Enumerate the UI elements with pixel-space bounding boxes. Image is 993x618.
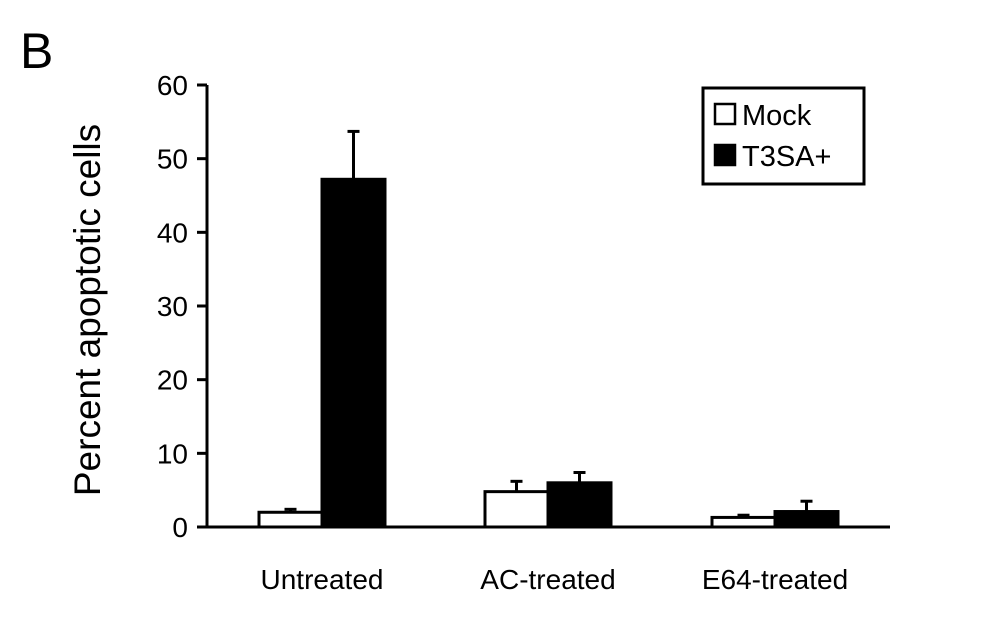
bar-t3sa-e64-treated: [773, 510, 840, 529]
legend-label: Mock: [742, 100, 812, 132]
bar-mock-ac-treated: [483, 490, 550, 529]
bar-mock-e64-treated: [710, 515, 777, 529]
category-label: E64-treated: [702, 564, 848, 595]
legend-label: T3SA+: [742, 141, 831, 173]
panel-letter: B: [20, 23, 53, 79]
bar-mock-untreated: [257, 510, 324, 529]
bar-t3sa-untreated: [320, 177, 387, 529]
bar-t3sa-ac-treated: [546, 481, 613, 529]
y-tick-label: 50: [157, 144, 188, 175]
y-tick-label: 0: [172, 512, 188, 543]
legend-swatch: [713, 143, 737, 167]
legend: Mock T3SA+: [701, 86, 866, 186]
bars: Untreated AC-treated E64-treated: [257, 129, 848, 595]
legend-swatch: [713, 102, 737, 126]
y-tick-label: 40: [157, 217, 188, 248]
y-tick-label: 30: [157, 291, 188, 322]
y-tick-label: 10: [157, 438, 188, 469]
category-label: Untreated: [261, 564, 384, 595]
y-tick-label: 20: [157, 365, 188, 396]
y-tick-label: 60: [157, 70, 188, 101]
category-label: AC-treated: [480, 564, 615, 595]
y-axis-label: Percent apoptotic cells: [67, 124, 108, 496]
